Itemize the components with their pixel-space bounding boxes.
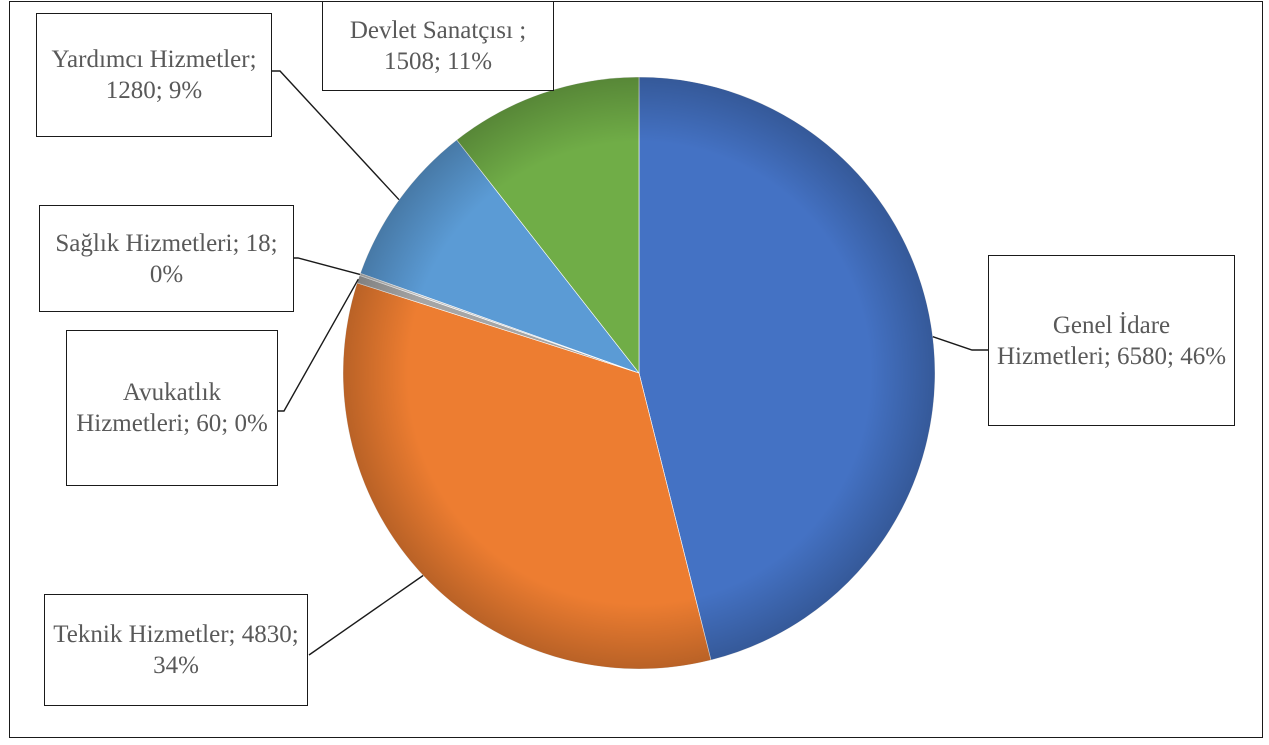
data-label-text: Teknik Hizmetler; 4830; 34% bbox=[53, 621, 299, 679]
data-label-saglik: Sağlık Hizmetleri; 18; 0% bbox=[39, 205, 294, 312]
leader-line-sa-l-k-hizmetleri bbox=[294, 257, 361, 276]
data-label-avukatlik: Avukatlık Hizmetleri; 60; 0% bbox=[66, 330, 278, 486]
data-label-yardimci: Yardımcı Hizmetler; 1280; 9% bbox=[36, 13, 272, 137]
data-label-text: Yardımcı Hizmetler; 1280; 9% bbox=[51, 46, 257, 104]
data-label-text: Devlet Sanatçısı ; 1508; 11% bbox=[349, 17, 527, 75]
data-label-text: Genel İdare Hizmetleri; 6580; 46% bbox=[996, 311, 1227, 370]
data-label-text: Avukatlık Hizmetleri; 60; 0% bbox=[76, 379, 268, 437]
leader-line-yard-mc-hizmetler bbox=[272, 70, 400, 201]
leader-line-genel-i-dare-hizmetleri bbox=[932, 336, 988, 351]
leader-line-teknik-hizmetler bbox=[308, 574, 424, 656]
leader-line-avukatl-k-hizmetleri bbox=[278, 278, 359, 412]
data-label-teknik: Teknik Hizmetler; 4830; 34% bbox=[44, 594, 308, 706]
data-label-genel-idare: Genel İdare Hizmetleri; 6580; 46% bbox=[988, 255, 1235, 426]
data-label-text: Sağlık Hizmetleri; 18; 0% bbox=[55, 229, 278, 288]
data-label-devlet-sanatcisi: Devlet Sanatçısı ; 1508; 11% bbox=[322, 1, 554, 91]
